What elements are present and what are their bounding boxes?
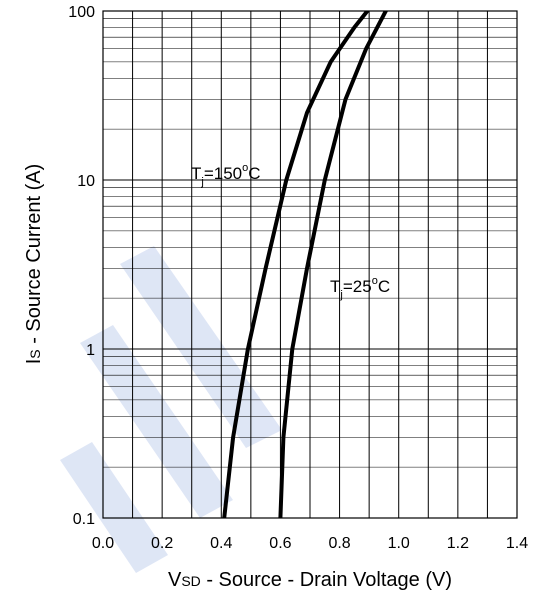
series-label-150c-sub: j: [200, 176, 203, 188]
series-label-150c-deg: o: [242, 162, 248, 174]
y-axis-title-main: I: [23, 359, 45, 365]
y-tick-label: 0.1: [73, 511, 95, 528]
x-tick-label: 0.0: [92, 535, 114, 552]
x-tick-label: 1.2: [447, 535, 469, 552]
series-line-150c: [222, 11, 370, 518]
x-tick-label: 0.6: [269, 535, 291, 552]
y-axis-title: IS - Source Current (A): [23, 164, 45, 365]
series-label-150c: Tj=150oC: [191, 162, 261, 188]
x-tick-label: 1.4: [506, 535, 528, 552]
y-tick-labels: 0.1 1 10 100: [68, 4, 95, 528]
y-tick-label: 10: [77, 173, 95, 190]
series-label-25c-rest: =25: [343, 277, 372, 296]
y-tick-label: 100: [68, 4, 95, 21]
x-axis-title-main: V: [168, 569, 182, 591]
series-label-25c-sub: j: [339, 289, 342, 301]
series-label-150c-rest: =150: [204, 164, 242, 183]
x-tick-label: 1.0: [388, 535, 410, 552]
y-axis-title-rest: - Source Current (A): [23, 164, 45, 350]
y-tick-label: 1: [86, 342, 95, 359]
x-tick-label: 0.4: [210, 535, 232, 552]
series-label-25c: Tj=25oC: [330, 275, 390, 301]
curves: [222, 11, 389, 518]
x-tick-label: 0.8: [328, 535, 350, 552]
grid: [103, 11, 517, 518]
series-label-25c-main: T: [330, 277, 340, 296]
series-label-150c-main: T: [191, 164, 201, 183]
series-label-25c-unit: C: [378, 277, 390, 296]
series-label-150c-unit: C: [248, 164, 260, 183]
series-label-25c-deg: o: [372, 275, 378, 287]
x-tick-label: 0.2: [151, 535, 173, 552]
series-line-25c: [278, 11, 389, 518]
y-axis-title-sub: S: [27, 349, 43, 358]
plot-frame: [102, 10, 518, 519]
x-tick-labels: 0.0 0.2 0.4 0.6 0.8 1.0 1.2 1.4: [92, 535, 528, 552]
x-axis-title: VSD - Source - Drain Voltage (V): [168, 569, 452, 591]
x-axis-title-rest: - Source - Drain Voltage (V): [201, 569, 452, 591]
x-axis-title-sub: SD: [181, 573, 200, 589]
